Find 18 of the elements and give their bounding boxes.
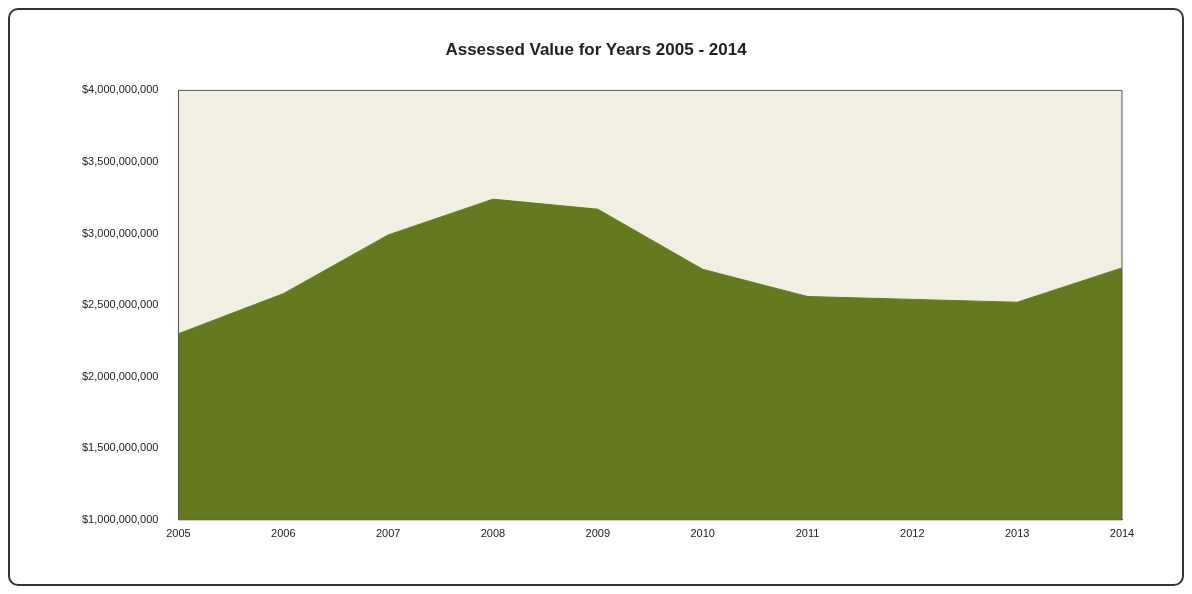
y-tick-label: $2,000,000,000 xyxy=(81,369,159,382)
x-tick-label: 2006 xyxy=(271,527,296,540)
chart-title: Assessed Value for Years 2005 - 2014 xyxy=(445,39,748,59)
x-tick-label: 2005 xyxy=(166,527,191,540)
x-tick-label: 2007 xyxy=(375,527,401,540)
x-tick-label: 2014 xyxy=(1109,527,1135,540)
x-tick-label: 2011 xyxy=(795,527,820,540)
x-tick-label: 2008 xyxy=(480,527,506,540)
y-tick-label: $1,000,000,000 xyxy=(81,512,159,525)
y-tick-label: $1,500,000,000 xyxy=(81,441,159,454)
x-tick-label: 2009 xyxy=(585,527,611,540)
x-tick-label: 2013 xyxy=(1004,527,1030,540)
y-tick-label: $2,500,000,000 xyxy=(81,298,159,311)
y-tick-label: $3,500,000,000 xyxy=(81,155,159,167)
x-tick-label: 2010 xyxy=(690,527,715,540)
x-tick-label: 2012 xyxy=(900,527,925,540)
y-tick-label: $3,000,000,000 xyxy=(81,226,159,239)
y-tick-label: $4,000,000,000 xyxy=(81,83,159,96)
